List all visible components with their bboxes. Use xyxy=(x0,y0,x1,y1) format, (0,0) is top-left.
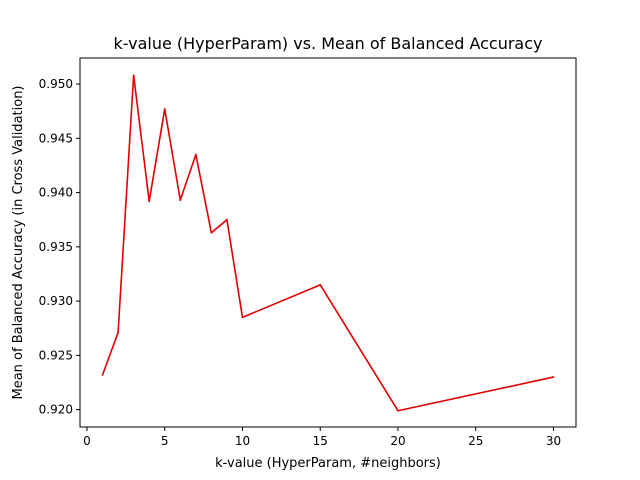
y-tick-label: 0.935 xyxy=(39,240,73,254)
y-tick-label: 0.945 xyxy=(39,131,73,145)
data-point xyxy=(117,331,119,334)
x-axis: 0 5 10 15 20 25 30 xyxy=(83,427,561,448)
x-tick-label: 5 xyxy=(161,434,169,448)
x-tick-label: 30 xyxy=(546,434,561,448)
data-point xyxy=(226,218,228,221)
x-axis-label: k-value (HyperParam, #neighbors) xyxy=(215,456,441,471)
x-tick-label: 25 xyxy=(468,434,483,448)
data-point xyxy=(101,374,104,376)
y-tick-label: 0.925 xyxy=(39,348,73,362)
x-tick-label: 15 xyxy=(313,434,328,448)
x-tick-label: 20 xyxy=(390,434,405,448)
data-point xyxy=(163,108,166,110)
y-tick-label: 0.920 xyxy=(39,403,73,417)
plot-frame xyxy=(79,57,577,428)
data-point xyxy=(210,231,213,234)
data-point xyxy=(148,200,151,203)
y-axis: 0.920 0.925 0.930 0.935 0.940 0.945 0.950 xyxy=(39,77,80,417)
series-line-0 xyxy=(101,74,554,412)
y-tick-label: 0.930 xyxy=(39,294,73,308)
y-tick-label: 0.950 xyxy=(39,77,73,91)
x-tick-label: 10 xyxy=(235,434,250,448)
data-point xyxy=(241,316,244,319)
data-point xyxy=(319,283,322,286)
x-tick-label: 0 xyxy=(83,434,91,448)
data-point xyxy=(194,153,197,156)
data-point xyxy=(552,376,555,378)
data-point xyxy=(397,409,399,412)
series-layer xyxy=(101,74,555,412)
data-point xyxy=(179,199,182,202)
y-axis-label: Mean of Balanced Accuracy (in Cross Vali… xyxy=(11,85,26,399)
chart-title: k-value (HyperParam) vs. Mean of Balance… xyxy=(113,34,542,53)
data-point xyxy=(132,74,135,77)
y-tick-label: 0.940 xyxy=(39,186,73,200)
